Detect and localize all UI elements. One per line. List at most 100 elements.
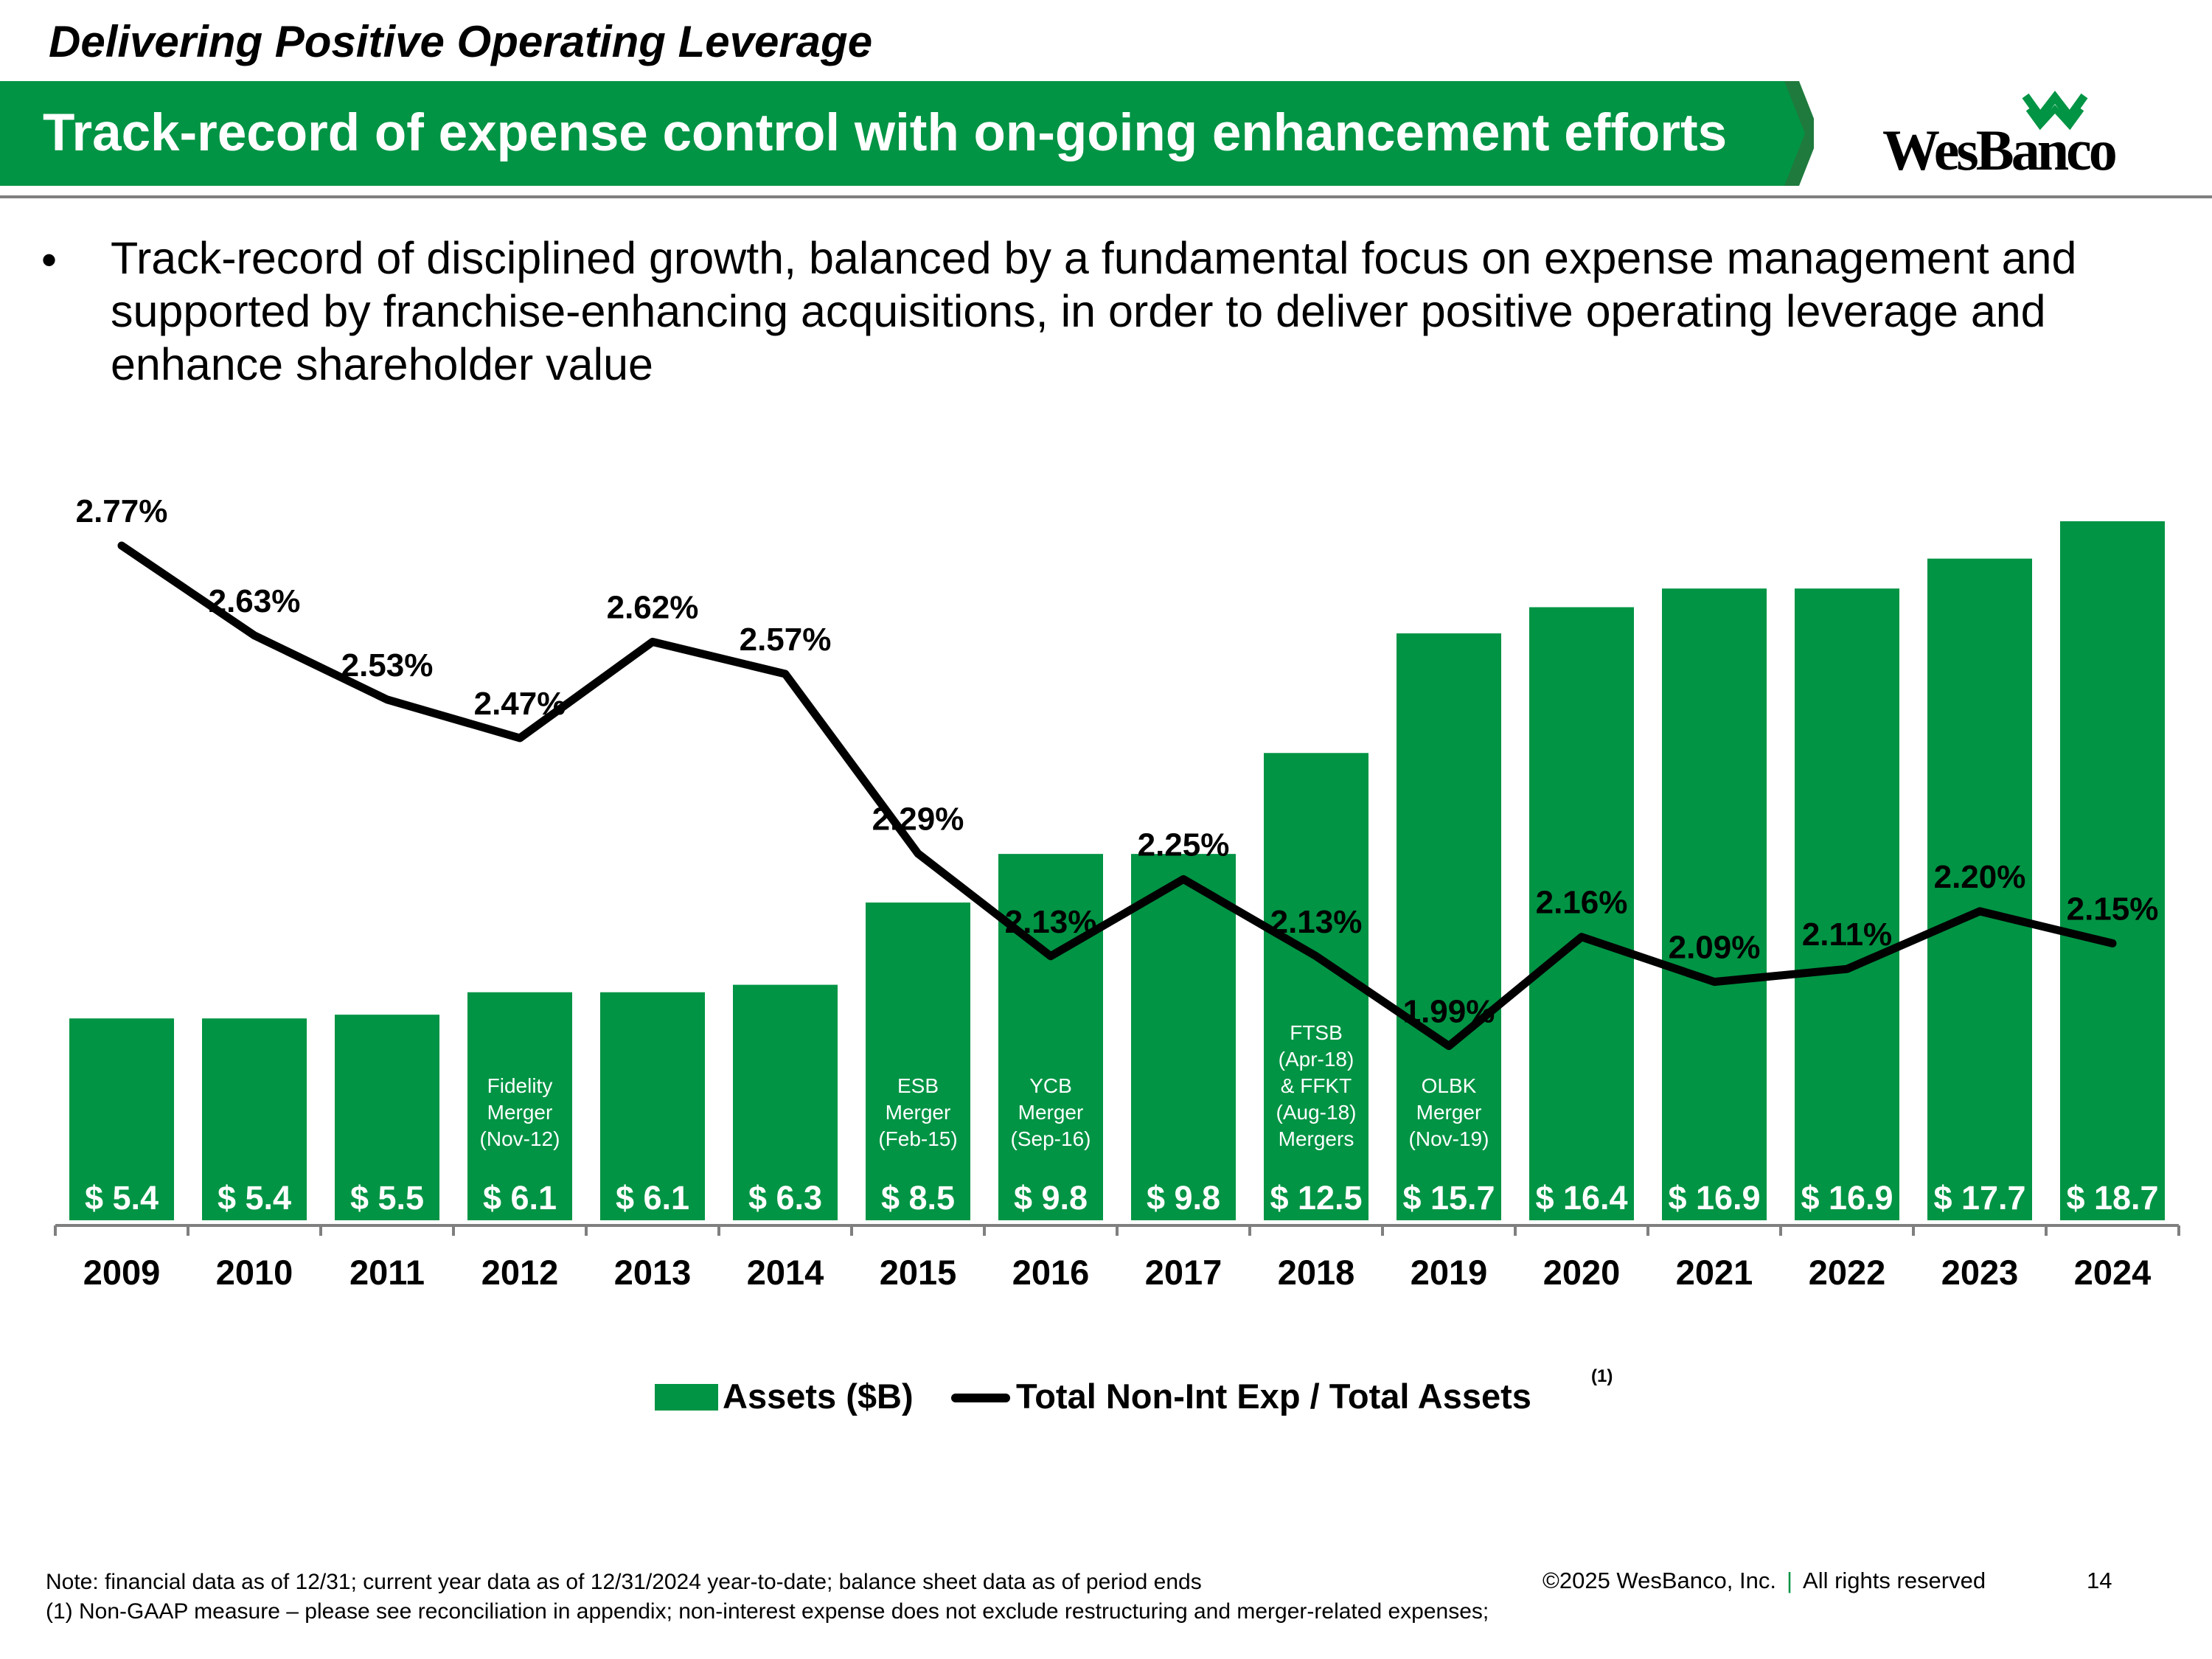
merger-annotation: Mergers [1279,1127,1354,1150]
x-tick-label: 2010 [216,1253,293,1292]
bar-value-label: $ 12.5 [1270,1179,1362,1217]
ratio-data-label: 2.47% [474,686,566,722]
logo-mark-icon [2022,90,2088,131]
bar-2020 [1529,607,1634,1220]
merger-annotation: YCB [1029,1074,1072,1097]
bar-value-label: $ 16.4 [1535,1179,1627,1217]
legend-label-assets: Assets ($B) [723,1377,914,1416]
expense-ratio-line [117,541,2117,1051]
bar-value-label: $ 18.7 [2066,1179,2158,1217]
merger-annotation: Merger [487,1101,553,1124]
ratio-data-label: 2.53% [341,647,434,684]
bar-2015 [866,902,970,1220]
ratio-data-label: 2.16% [1536,885,1628,921]
merger-annotation: OLBK [1422,1074,1477,1097]
bar-2009 [69,1018,174,1220]
bar-2011 [335,1015,439,1220]
x-tick-label: 2015 [880,1253,957,1292]
bar-value-label: $ 17.7 [1933,1179,2025,1217]
bar-2013 [600,992,705,1220]
x-tick-label: 2018 [1278,1253,1355,1292]
ratio-data-label: 1.99% [1403,994,1495,1030]
copyright: ©2025 WesBanco, Inc. | All rights reserved [1543,1568,1986,1594]
bar-value-label: $ 9.8 [1147,1179,1220,1217]
bar-2010 [202,1018,307,1220]
merger-annotation: (Feb-15) [878,1127,957,1150]
bar-2021 [1662,588,1767,1220]
x-tick-label: 2014 [747,1253,824,1292]
bar-2022 [1795,588,1899,1220]
x-tick-label: 2011 [349,1253,425,1292]
merger-annotation: & FFKT [1281,1074,1352,1097]
ratio-data-label: 2.15% [2067,891,2159,927]
ratio-data-label: 2.13% [1005,904,1097,940]
footnote: Note: financial data as of 12/31; curren… [46,1568,1506,1627]
footnote-line-2: (1) Non-GAAP measure – please see reconc… [46,1599,1489,1624]
merger-annotation: (Aug-18) [1276,1101,1357,1124]
x-tick-label: 2024 [2074,1253,2152,1292]
legend-swatch-assets [655,1384,718,1411]
merger-annotation: Merger [1018,1101,1084,1124]
merger-annotation: (Nov-12) [480,1127,560,1150]
copyright-text: ©2025 WesBanco, Inc. [1543,1568,1776,1593]
ratio-data-label: 2.09% [1669,930,1761,966]
bullet-marker: • [41,235,58,285]
bar-value-label: $ 6.1 [483,1179,557,1217]
merger-annotation: ESB [897,1074,939,1097]
x-tick-label: 2021 [1676,1253,1753,1292]
x-tick-label: 2017 [1145,1253,1222,1292]
bar-2019 [1397,633,1501,1220]
merger-annotation: Fidelity [487,1074,553,1097]
x-tick-label: 2023 [1941,1253,2019,1292]
ratio-data-label: 2.29% [872,801,964,838]
bar-value-label: $ 5.4 [218,1179,291,1217]
merger-annotation: FTSB [1290,1021,1343,1044]
bullet-text: Track-record of disciplined growth, bala… [111,233,2077,389]
wesbanco-logo: WesBanco [1882,90,2119,179]
x-tick-label: 2013 [614,1253,692,1292]
footnote-line-1: Note: financial data as of 12/31; curren… [46,1570,1202,1594]
bar-value-label: $ 5.4 [85,1179,159,1217]
bar-2014 [733,984,838,1220]
copyright-separator: | [1786,1568,1793,1593]
bar-2017 [1131,854,1236,1220]
ratio-data-label: 2.57% [740,622,832,658]
legend-swatch-expense-ratio [951,1394,1010,1402]
header-divider [0,195,2212,198]
bar-value-label: $ 16.9 [1801,1179,1893,1217]
merger-annotation: Merger [1416,1101,1482,1124]
bar-2018 [1264,753,1368,1220]
bar-value-label: $ 6.3 [748,1179,822,1217]
banner-title: Track-record of expense control with on-… [43,104,1728,162]
title-banner [0,81,1814,186]
bar-2016 [998,854,1103,1220]
page-number: 14 [2087,1568,2112,1593]
bar-2023 [1927,558,2032,1220]
legend-footnote-marker: (1) [1591,1366,1613,1386]
ratio-data-label: 2.77% [76,493,168,529]
section-title: Delivering Positive Operating Leverage [49,17,873,66]
bar-2012 [467,992,572,1220]
legend-label-expense-ratio: Total Non-Int Exp / Total Assets [1016,1377,1531,1416]
bar-value-label: $ 15.7 [1402,1179,1495,1217]
merger-annotation: Merger [886,1101,951,1124]
x-tick-label: 2019 [1411,1253,1488,1292]
ratio-data-label: 2.25% [1138,827,1230,863]
ratio-data-label: 2.20% [1934,859,2026,895]
bar-value-label: $ 16.9 [1668,1179,1760,1217]
ratio-data-label: 2.13% [1270,904,1363,940]
ratio-data-label: 2.11% [1802,917,1892,953]
bar-value-label: $ 9.8 [1014,1179,1088,1217]
bar-2024 [2060,521,2165,1220]
merger-annotation: (Apr-18) [1279,1048,1354,1071]
x-tick-label: 2009 [83,1253,161,1292]
x-tick-label: 2012 [481,1253,559,1292]
rights-text: All rights reserved [1803,1568,1986,1593]
ratio-data-label: 2.63% [209,583,301,619]
ratio-data-label: 2.62% [607,590,699,626]
x-tick-label: 2022 [1809,1253,1886,1292]
assets-expense-chart: $ 5.4 $ 5.4 $ 5.5 $ 6.1 $ 6.1 $ 6.3 $ 8.5 $ 9.8… [54,493,2180,1292]
merger-annotation: (Sep-16) [1011,1127,1091,1150]
bar-value-label: $ 5.5 [350,1179,424,1217]
x-tick-label: 2016 [1012,1253,1090,1292]
